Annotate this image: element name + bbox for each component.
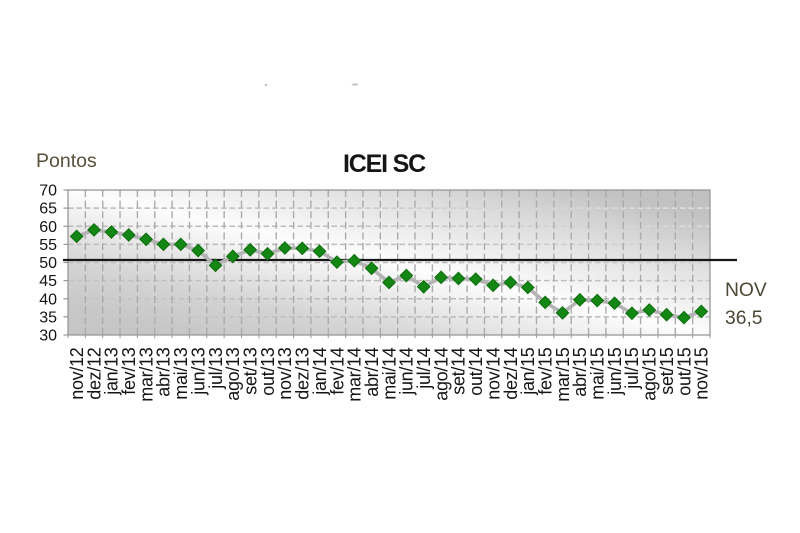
svg-text:jan/15: jan/15 bbox=[518, 347, 538, 396]
svg-text:dez/14: dez/14 bbox=[501, 347, 521, 400]
svg-text:fev/15: fev/15 bbox=[535, 347, 555, 395]
svg-text:out/15: out/15 bbox=[674, 347, 694, 396]
svg-text:fev/14: fev/14 bbox=[327, 347, 347, 395]
svg-text:abr/15: abr/15 bbox=[570, 347, 590, 397]
svg-text:out/14: out/14 bbox=[466, 347, 486, 396]
svg-text:abr/13: abr/13 bbox=[154, 347, 174, 397]
svg-text:jan/14: jan/14 bbox=[310, 347, 330, 396]
svg-text:mai/13: mai/13 bbox=[171, 347, 191, 400]
svg-text:dez/13: dez/13 bbox=[293, 347, 313, 400]
svg-text:mai/14: mai/14 bbox=[379, 347, 399, 400]
svg-text:ago/15: ago/15 bbox=[640, 347, 660, 401]
svg-text:mar/13: mar/13 bbox=[136, 347, 156, 402]
svg-text:dez/12: dez/12 bbox=[84, 347, 104, 400]
svg-text:45: 45 bbox=[39, 273, 57, 290]
svg-text:60: 60 bbox=[39, 219, 57, 236]
svg-text:set/13: set/13 bbox=[240, 347, 260, 395]
svg-text:55: 55 bbox=[39, 237, 57, 254]
svg-text:jun/15: jun/15 bbox=[605, 347, 625, 396]
svg-text:nov/15: nov/15 bbox=[692, 347, 712, 400]
svg-text:65: 65 bbox=[39, 201, 57, 218]
svg-text:jul/13: jul/13 bbox=[206, 347, 226, 390]
svg-text:jun/14: jun/14 bbox=[397, 347, 417, 396]
svg-text:fev/13: fev/13 bbox=[119, 347, 139, 395]
svg-text:jun/13: jun/13 bbox=[188, 347, 208, 396]
svg-text:abr/14: abr/14 bbox=[362, 347, 382, 397]
svg-text:40: 40 bbox=[39, 291, 57, 308]
svg-text:jul/14: jul/14 bbox=[414, 347, 434, 390]
svg-text:30: 30 bbox=[39, 328, 57, 345]
svg-text:mar/14: mar/14 bbox=[345, 347, 365, 402]
svg-text:50: 50 bbox=[39, 255, 57, 272]
svg-text:ago/13: ago/13 bbox=[223, 347, 243, 401]
svg-text:70: 70 bbox=[39, 183, 57, 200]
svg-text:set/15: set/15 bbox=[657, 347, 677, 395]
svg-text:mar/15: mar/15 bbox=[553, 347, 573, 402]
svg-text:jan/13: jan/13 bbox=[102, 347, 122, 396]
svg-text:set/14: set/14 bbox=[449, 347, 469, 395]
svg-text:mai/15: mai/15 bbox=[588, 347, 608, 400]
svg-text:nov/14: nov/14 bbox=[483, 347, 503, 400]
svg-text:35: 35 bbox=[39, 309, 57, 326]
svg-text:out/13: out/13 bbox=[258, 347, 278, 396]
svg-text:ago/14: ago/14 bbox=[431, 347, 451, 401]
svg-text:nov/13: nov/13 bbox=[275, 347, 295, 400]
svg-text:nov/12: nov/12 bbox=[67, 347, 87, 400]
svg-text:jul/15: jul/15 bbox=[622, 347, 642, 390]
